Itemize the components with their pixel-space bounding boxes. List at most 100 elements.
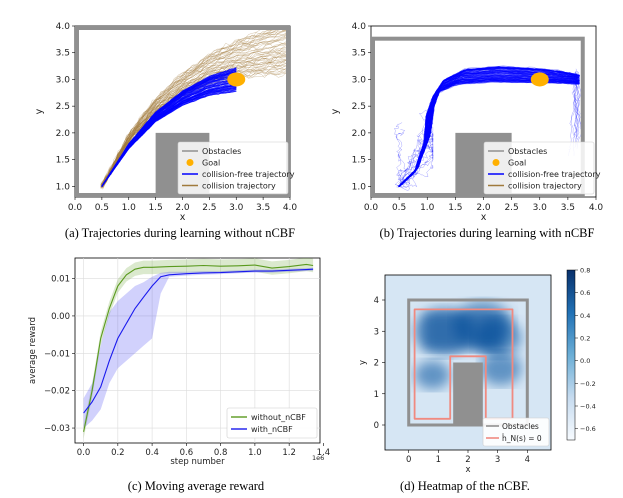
collision-free-trajectory [394,122,403,188]
legend-label: without_nCBF [251,413,306,422]
y-axis-label: y [358,360,368,365]
collision-free-trajectory [398,67,580,187]
x-tick-label: 2.5 [202,203,216,213]
legend-box [177,141,289,195]
x-tick-label: 2.0 [175,203,190,213]
y-axis-label: y [330,108,341,114]
caption-b: (b) Trajectories during learning with nC… [380,226,595,240]
x-tick-label: 3 [495,455,500,465]
y-tick-label: 2.0 [56,129,71,139]
collision-trajectory [100,50,288,188]
colorbar [566,269,576,441]
collision-free-trajectory [101,90,237,187]
x-tick-label: 1.2 [282,448,296,458]
y-tick-label: 3 [374,327,379,337]
collision-free-trajectory [573,71,580,137]
y-tick-label: 3.0 [352,75,367,85]
collision-free-trajectory [571,73,578,140]
collision-trajectory [100,33,288,188]
y-tick-label: 2.5 [352,102,366,112]
x-tick-label: 1.5 [448,203,462,213]
with-ncbf-line [83,268,314,414]
x-tick-label: 3.5 [561,203,575,213]
x-tick-label: 0.5 [392,203,406,213]
x-axis-label: x [481,212,487,223]
x-tick-label: 3.0 [533,203,548,213]
colorbar-tick-label: −0.4 [580,403,596,411]
panel-d-ncbf-heatmap: 0 1 2 3 4 4 3 2 1 0 x y Obstacles ĥ_N(s) = 0 0.8 0.6 0.… [358,267,596,476]
y-tick-label: 4 [374,296,379,306]
caption-c: (c) Moving average reward [128,479,265,493]
colorbar-tick-label: −0.6 [580,425,596,433]
legend-label: collision-free trajectory [508,170,601,179]
collision-free-trajectory [571,72,580,145]
x-tick-label: 3.0 [229,203,244,213]
collision-free-trajectory [400,138,434,191]
collision-trajectory [101,52,286,187]
x-tick-label: 4 [525,455,530,465]
x-tick-label: 4.0 [589,203,604,213]
y-tick-label: 0.01 [51,275,70,285]
collision-trajectory [102,48,287,187]
y-tick-label: 1.0 [352,182,367,192]
x-tick-label: 1.5 [148,203,162,213]
panel-a-trajectories-without-ncbf: 0.0 0.5 1.0 1.5 2.0 2.5 3.0 3.5 4.0 1.0 1.5 2.0 2.5 3… [34,22,297,223]
x-axis-label: step number [170,457,225,467]
without-ncbf-line [83,263,314,432]
x-tick-label: 4.0 [283,203,298,213]
collision-trajectory [101,55,286,184]
x-tick-label: 1.0 [248,448,262,458]
legend-box [482,417,550,447]
y-tick-label: −0.01 [44,349,70,359]
y-tick-label: −0.02 [44,387,70,397]
x-tick-label: 0.0 [77,448,91,458]
colorbar-tick-label: 0.4 [580,312,590,320]
colorbar-tick-label: 0.8 [580,267,590,275]
with-ncbf-band [83,267,314,429]
y-axis-label: average reward [28,317,38,384]
x-tick-label: 0.6 [180,448,194,458]
legend-label: Goal [202,159,220,168]
colorbar-tick-label: 0.2 [580,335,590,343]
collision-trajectory [100,43,288,187]
y-tick-label: 1 [374,390,379,400]
caption-d: (d) Heatmap of the nCBF. [400,479,530,493]
collision-trajectory [102,35,287,185]
legend-label: Obstacles [502,422,539,431]
collision-free-trajectory [402,108,429,184]
collision-free-trajectory [401,146,434,188]
y-axis-label: y [34,108,45,114]
legend-box [483,141,595,195]
collision-free-trajectory [101,79,237,187]
collision-trajectory [100,29,288,186]
y-tick-label: 3.5 [352,49,366,59]
y-tick-label: 1.5 [56,156,70,166]
y-tick-label: 0.00 [51,312,70,322]
legend-goal-swatch [492,159,500,166]
panel-c-moving-average-reward: 0.0 0.2 0.4 0.6 0.8 1.0 1.2 1.4 0.01 0.00 −0.01 −0.… [28,257,330,467]
collision-free-trajectory [574,68,581,136]
collision-trajectory [100,27,288,188]
legend-label: collision-free trajectory [202,170,295,179]
colorbar-tick-label: −0.2 [580,380,596,388]
x-tick-label: 0.0 [68,203,83,213]
heat-blob [479,352,522,386]
colorbar-tick-label: 0.6 [580,289,590,297]
x-tick-label: 0.0 [364,203,379,213]
legend-label: Obstacles [508,147,547,156]
collision-free-trajectory [572,72,580,140]
collision-free-trajectory [398,127,434,183]
x-tick-label: 1.0 [420,203,435,213]
collision-free-trajectory [402,134,434,184]
y-tick-label: 2.5 [56,102,70,112]
obstacle-block [453,362,483,425]
x-tick-label: 0.4 [145,448,159,458]
x-tick-label: 0.2 [111,448,125,458]
x-tick-label: 0.8 [214,448,228,458]
x-tick-label: 1.0 [122,203,137,213]
legend-goal-swatch [186,159,194,166]
x-tick-label: 0.5 [95,203,109,213]
caption-a: (a) Trajectories during learning without… [65,226,295,240]
y-tick-label: 1.0 [56,182,71,192]
